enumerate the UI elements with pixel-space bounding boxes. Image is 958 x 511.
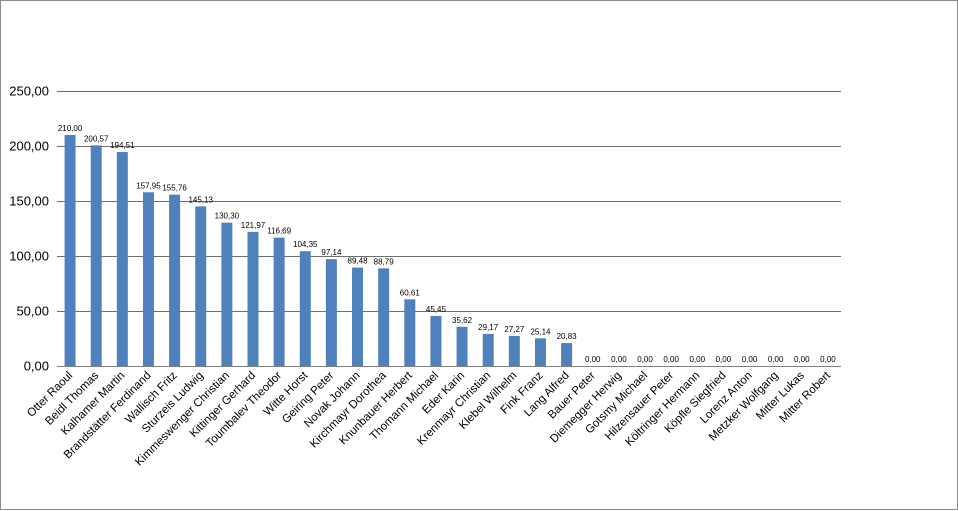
bar xyxy=(195,206,207,366)
data-label: 0,00 xyxy=(637,355,653,364)
gridlines xyxy=(57,91,841,367)
data-label: 104,35 xyxy=(293,240,318,249)
data-label: 145,13 xyxy=(188,195,213,204)
data-label: 0,00 xyxy=(716,355,732,364)
data-label: 0,00 xyxy=(663,355,679,364)
bars xyxy=(64,135,573,366)
data-label: 25,14 xyxy=(530,327,551,336)
y-tick-label: 250,00 xyxy=(9,84,49,99)
bar xyxy=(482,333,494,366)
data-label: 0,00 xyxy=(689,355,705,364)
data-label: 0,00 xyxy=(768,355,784,364)
data-label: 60,61 xyxy=(400,288,421,297)
data-label: 27,27 xyxy=(504,325,525,334)
bar xyxy=(378,268,390,366)
data-label: 155,76 xyxy=(162,184,187,193)
data-label: 97,14 xyxy=(321,248,342,257)
bar xyxy=(404,299,416,366)
y-axis-ticks: 0,00 50,00 100,00 150,00 200,00 250,00 xyxy=(9,84,49,374)
y-tick-label: 50,00 xyxy=(16,304,49,319)
bar xyxy=(247,231,259,366)
data-label: 0,00 xyxy=(794,355,810,364)
y-tick-label: 0,00 xyxy=(24,359,49,374)
bar xyxy=(169,194,181,366)
y-tick-label: 150,00 xyxy=(9,194,49,209)
data-label: 0,00 xyxy=(742,355,758,364)
bar xyxy=(142,192,154,366)
bar xyxy=(116,152,128,366)
data-label: 0,00 xyxy=(611,355,627,364)
bar xyxy=(352,267,364,366)
y-tick-label: 200,00 xyxy=(9,139,49,154)
bar xyxy=(508,336,520,366)
data-label: 35,62 xyxy=(452,316,473,325)
data-label: 116,69 xyxy=(267,227,291,236)
data-label: 45,45 xyxy=(426,305,447,314)
bar xyxy=(456,326,468,366)
bar xyxy=(90,145,102,366)
data-label: 88,79 xyxy=(374,257,395,266)
data-label: 157,95 xyxy=(136,181,161,190)
data-label: 0,00 xyxy=(585,355,601,364)
data-label: 200,57 xyxy=(84,134,109,143)
y-tick-label: 100,00 xyxy=(9,249,49,264)
data-label: 29,17 xyxy=(478,323,499,332)
bar xyxy=(561,343,573,366)
bar xyxy=(534,338,546,366)
bar xyxy=(325,259,337,366)
data-label: 20,83 xyxy=(557,332,578,341)
data-label: 0,00 xyxy=(820,355,836,364)
bar xyxy=(273,237,285,366)
bar xyxy=(430,316,442,366)
bar xyxy=(64,135,76,366)
data-label: 130,30 xyxy=(215,212,240,221)
data-label: 194,51 xyxy=(110,141,135,150)
data-label: 121,97 xyxy=(241,221,266,230)
bar xyxy=(221,222,233,366)
data-label: 210,00 xyxy=(58,124,83,133)
bar xyxy=(299,251,311,366)
data-label: 89,48 xyxy=(348,257,369,266)
